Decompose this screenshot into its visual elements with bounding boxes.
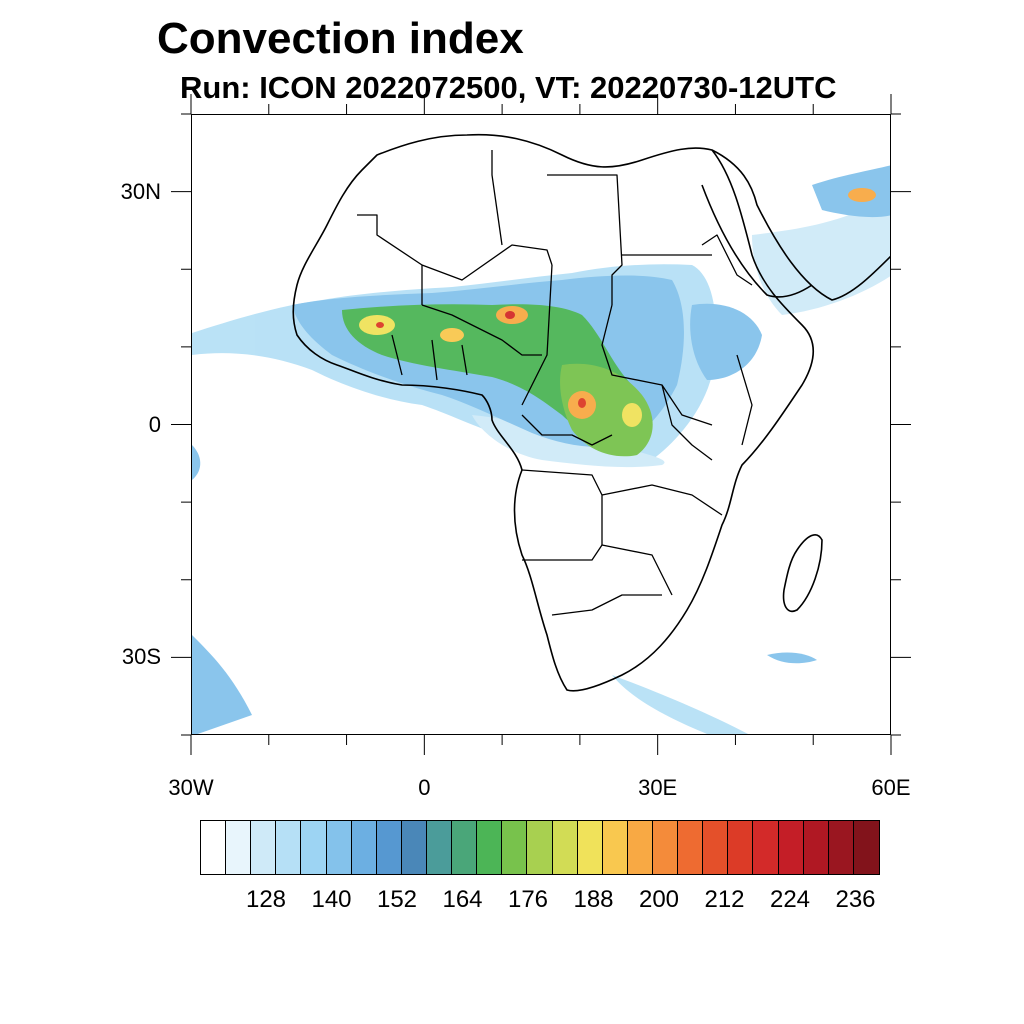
colorbar-label: 224: [769, 886, 811, 913]
border-3: [491, 150, 503, 246]
ethiopia-shading: [690, 303, 762, 380]
colorbar-label: 164: [442, 886, 483, 913]
border-2: [421, 244, 553, 281]
central-core-green: [560, 363, 653, 457]
colorbar-cell: [527, 821, 553, 874]
arabia-coastline: [711, 149, 890, 301]
colorbar-cell: [326, 821, 352, 874]
border-16: [736, 354, 753, 446]
colorbar-label: 176: [507, 886, 549, 913]
chart-title: Convection index: [157, 14, 524, 63]
red-sea-east: [701, 184, 813, 298]
colorbar-cell: [678, 821, 704, 874]
south-atlantic-streak: [192, 635, 252, 734]
arabia-shading: [752, 187, 890, 315]
lat-tick-label: 0: [148, 411, 161, 437]
colorbar-label: 188: [573, 886, 614, 913]
colorbar: [200, 820, 880, 875]
border-4: [547, 174, 623, 305]
colorbar-cell: [828, 821, 854, 874]
colorbar-cell: [853, 821, 879, 874]
coastlines: [292, 133, 890, 692]
colorbar-cell: [276, 821, 302, 874]
colorbar-label: 236: [835, 886, 876, 913]
lon-tick-label: 0: [418, 775, 431, 800]
colorbar-cell: [728, 821, 754, 874]
border-12: [601, 484, 723, 516]
colorbar-cell: [301, 821, 327, 874]
colorbar-cell: [452, 821, 478, 874]
colorbar-cell: [703, 821, 729, 874]
border-6: [521, 264, 553, 406]
colorbar-cell: [426, 821, 453, 874]
border-14: [551, 594, 662, 616]
south-indian-streak: [612, 675, 749, 734]
hotspot-red-3: [578, 398, 586, 408]
west-edge-streak: [192, 445, 201, 480]
lat-tick-label: 30N: [120, 178, 161, 204]
colorbar-label: 128: [245, 886, 287, 913]
convection-field: [192, 165, 890, 734]
colorbar-cell: [401, 821, 427, 874]
colorbar-cell: [778, 821, 804, 874]
colorbar-label: 212: [704, 886, 745, 913]
madagascar-coastline: [782, 534, 823, 612]
colorbar-cell: [351, 821, 377, 874]
colorbar-cell: [502, 821, 528, 874]
hotspot-red-2: [376, 322, 384, 328]
lon-tick-label: 30W: [168, 775, 214, 800]
lat-tick-label: 30S: [121, 644, 161, 670]
border-1: [357, 214, 423, 305]
madagascar-east-streak: [767, 652, 817, 664]
border-11: [521, 469, 603, 545]
colorbar-cell: [627, 821, 653, 874]
colorbar-cell: [477, 821, 503, 874]
africa-coastline: [292, 133, 814, 692]
colorbar-cell: [376, 821, 402, 874]
border-13: [522, 544, 673, 596]
chart-subtitle: Run: ICON 2022072500, VT: 20220730-12UTC: [180, 70, 837, 105]
colorbar-label: 152: [376, 886, 418, 913]
colorbar-cell: [226, 821, 252, 874]
colorbar-cell: [803, 821, 829, 874]
border-8: [421, 304, 542, 356]
colorbar-cell: [577, 821, 603, 874]
colorbar-cell: [753, 821, 779, 874]
border-7: [601, 304, 713, 426]
colorbar-cell: [201, 821, 227, 874]
country-borders: [357, 150, 753, 616]
hotspot-red-1: [505, 311, 515, 319]
map-plot-area: [191, 114, 891, 735]
lon-tick-label: 30E: [638, 775, 678, 800]
hotspot-4: [622, 403, 642, 427]
border-15: [701, 234, 753, 286]
lon-tick-label: 60E: [871, 775, 911, 800]
hotspot-5: [440, 328, 464, 342]
colorbar-cell: [552, 821, 578, 874]
colorbar-cell: [602, 821, 628, 874]
colorbar-label: 140: [311, 886, 352, 913]
border-17: [661, 384, 713, 461]
border-9: [391, 334, 468, 381]
colorbar-label: 200: [638, 886, 680, 913]
map-canvas: [192, 133, 890, 734]
colorbar-cell: [652, 821, 679, 874]
border-10: [521, 414, 613, 446]
colorbar-cell: [251, 821, 277, 874]
persian-hotspot: [848, 188, 876, 202]
